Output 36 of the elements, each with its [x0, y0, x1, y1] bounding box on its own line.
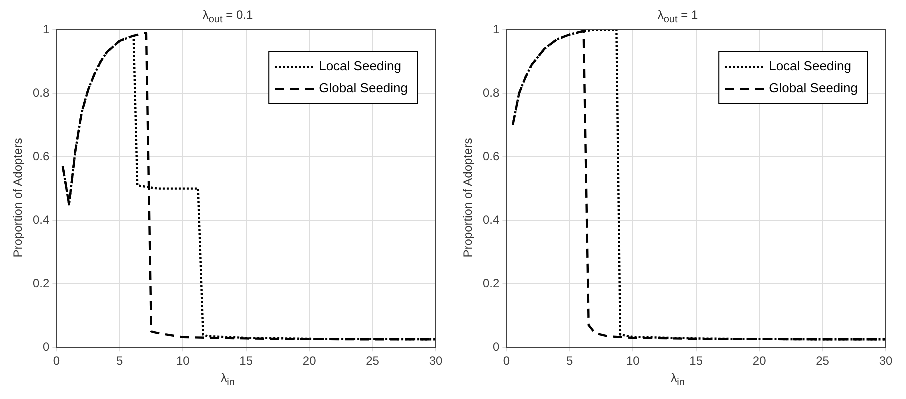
- x-tick-label: 15: [690, 354, 704, 368]
- y-axis-title: Proportion of Adopters: [11, 138, 25, 258]
- y-tick-label: 1: [492, 22, 500, 36]
- x-axis-title: λ$_{in}$: [220, 370, 236, 388]
- x-tick-label: 0: [503, 354, 510, 368]
- y-tick-label: 0.2: [32, 276, 50, 290]
- y-tick-label: 0.8: [482, 86, 500, 100]
- legend-label: Global Seeding: [319, 80, 408, 96]
- chart-title: λ$_{out}$ = 0.1: [202, 8, 254, 26]
- x-tick-label: 20: [302, 354, 317, 368]
- y-tick-label: 1: [42, 22, 50, 36]
- x-tick-label: 25: [816, 354, 830, 368]
- x-tick-label: 10: [176, 354, 190, 368]
- chart-title: λ$_{out}$ = 1: [658, 8, 698, 26]
- x-tick-label: 5: [566, 354, 574, 368]
- x-axis-title: λ$_{in}$: [670, 370, 686, 388]
- x-tick-label: 15: [240, 354, 254, 368]
- x-tick-label: 10: [626, 354, 640, 368]
- y-tick-label: 0.8: [32, 86, 50, 100]
- y-tick-label: 0.4: [482, 212, 500, 227]
- y-axis-title: Proportion of Adopters: [461, 138, 475, 258]
- y-tick-label: 0.2: [482, 276, 500, 290]
- legend-label: Local Seeding: [319, 58, 402, 74]
- x-tick-label: 5: [116, 354, 124, 368]
- legend-label: Local Seeding: [769, 58, 852, 74]
- x-tick-label: 30: [429, 354, 443, 368]
- y-tick-label: 0: [42, 340, 50, 354]
- y-tick-label: 0.6: [482, 149, 500, 164]
- x-tick-label: 0: [53, 354, 60, 368]
- x-tick-label: 20: [752, 354, 767, 368]
- x-tick-label: 25: [366, 354, 380, 368]
- y-tick-label: 0: [492, 340, 500, 354]
- x-tick-label: 30: [879, 354, 893, 368]
- y-tick-label: 0.4: [32, 212, 50, 227]
- y-tick-label: 0.6: [32, 149, 50, 164]
- legend-label: Global Seeding: [769, 80, 858, 96]
